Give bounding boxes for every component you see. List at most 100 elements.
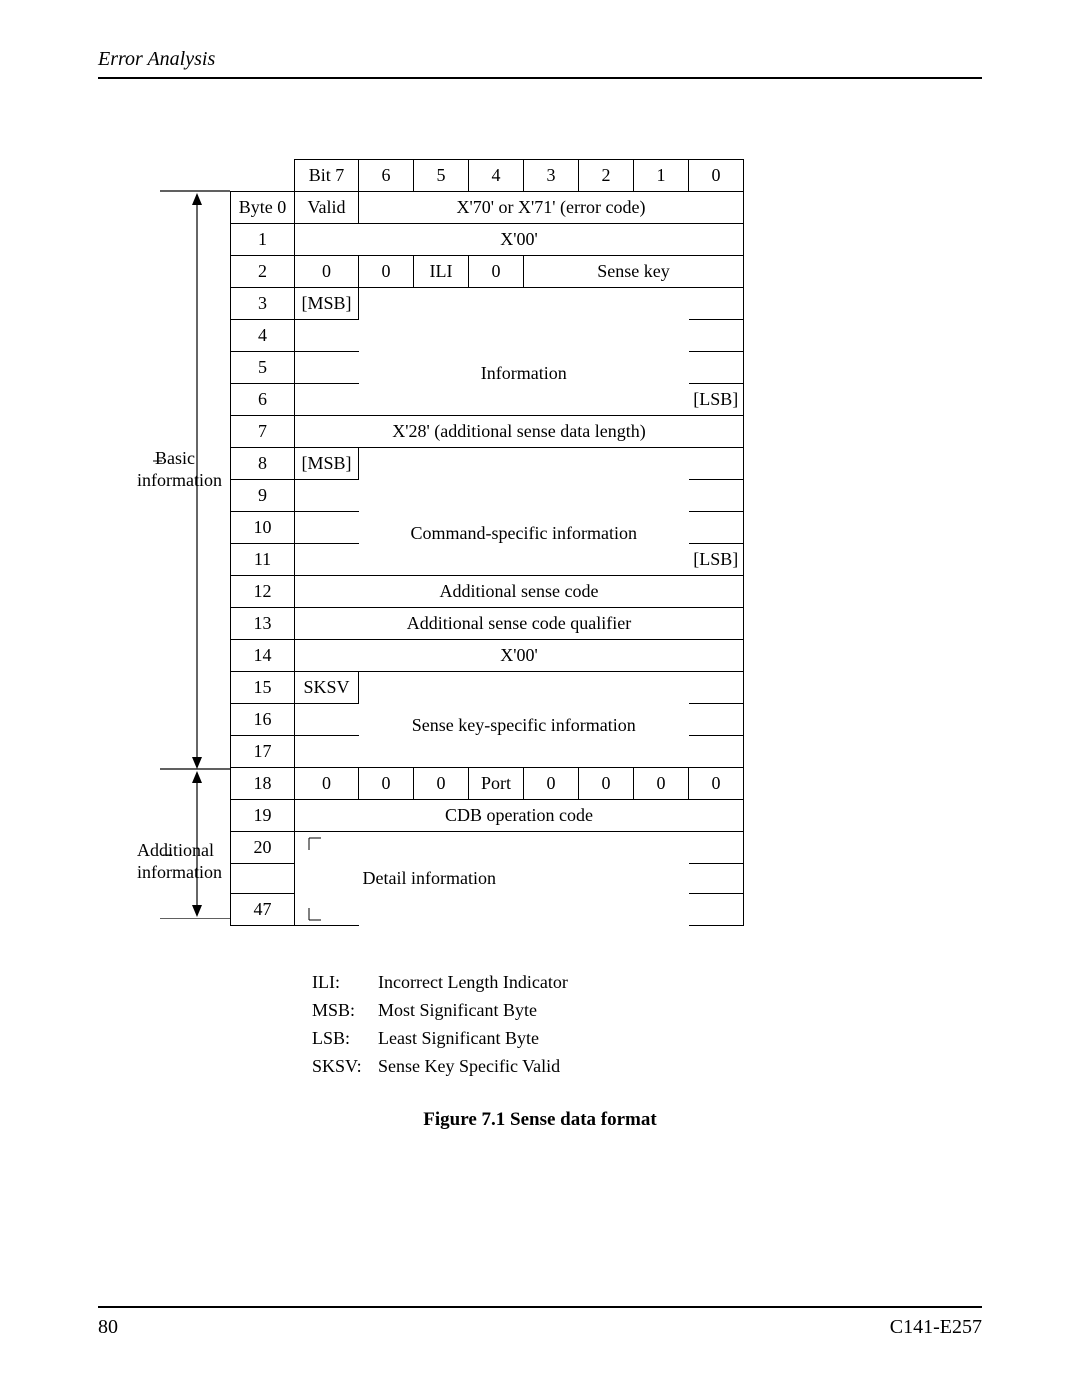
byte6-col7 (295, 384, 359, 416)
byte6-lsb: [LSB] (689, 384, 744, 416)
row-byte8: 8 [MSB] Command-specific information (231, 448, 744, 480)
byte18-c4: Port (469, 768, 524, 800)
byte9-label: 9 (231, 480, 295, 512)
bit0-header: 0 (689, 160, 744, 192)
byte4-tail (689, 320, 744, 352)
abbrev-ili: ILI: Incorrect Length Indicator (312, 969, 568, 995)
byte20-label: 20 (231, 832, 295, 864)
label-additional-1: Additional (137, 839, 237, 861)
byte10-tail (689, 512, 744, 544)
byte15-label: 15 (231, 672, 295, 704)
detail-label: Detail information (363, 868, 496, 888)
byte9-col7 (295, 480, 359, 512)
page-footer: 80 C141-E257 (98, 1306, 982, 1339)
bit2-header: 2 (579, 160, 634, 192)
row-byte0: Byte 0 Valid X'70' or X'71' (error code) (231, 192, 744, 224)
page: Error Analysis Basic information (0, 0, 1080, 1397)
byte3-tail (689, 288, 744, 320)
byte2-c4: 0 (469, 256, 524, 288)
byte18-c6: 0 (359, 768, 414, 800)
blank-corner (231, 160, 295, 192)
byte5-tail (689, 352, 744, 384)
byte14-x00: X'00' (295, 640, 744, 672)
byte16-label: 16 (231, 704, 295, 736)
detail-label-cell: Detail information (359, 832, 689, 926)
gap-col7 (295, 864, 359, 894)
byte17-col7 (295, 736, 359, 768)
byte13-label: 13 (231, 608, 295, 640)
byte18-c5: 0 (414, 768, 469, 800)
doc-number: C141-E257 (890, 1316, 982, 1339)
label-additional-l2: information (137, 862, 222, 882)
label-basic-l2: information (137, 470, 222, 490)
byte14-label: 14 (231, 640, 295, 672)
byte18-c2: 0 (579, 768, 634, 800)
byte6-label: 6 (231, 384, 295, 416)
row-byte18: 18 0 0 0 Port 0 0 0 0 (231, 768, 744, 800)
byte18-c0: 0 (689, 768, 744, 800)
byte0-label: Byte 0 (231, 192, 295, 224)
abbrev-sksv-v: Sense Key Specific Valid (378, 1053, 568, 1079)
byte2-c7: 0 (295, 256, 359, 288)
byte7-x28: X'28' (additional sense data length) (295, 416, 744, 448)
sense-data-diagram: Basic information Additional information (98, 159, 982, 919)
byte13-ascq: Additional sense code qualifier (295, 608, 744, 640)
bit4-header: 4 (469, 160, 524, 192)
label-additional-2: information (137, 861, 237, 883)
row-byte11: 11 [LSB] (231, 544, 744, 576)
byte20-col7 (295, 832, 359, 864)
byte2-label: 2 (231, 256, 295, 288)
byte17-label: 17 (231, 736, 295, 768)
row-byte3: 3 [MSB] Information (231, 288, 744, 320)
byte10-label: 10 (231, 512, 295, 544)
bit6-header: 6 (359, 160, 414, 192)
byte3-label: 3 (231, 288, 295, 320)
byte12-label: 12 (231, 576, 295, 608)
byte16-col7 (295, 704, 359, 736)
byte47-tail (689, 894, 744, 926)
abbrev-msb-k: MSB: (312, 997, 376, 1023)
byte9-tail (689, 480, 744, 512)
row-byte20: 20 Detail information (231, 832, 744, 864)
label-additional-l1: Additional (137, 840, 214, 860)
abbrev-msb-v: Most Significant Byte (378, 997, 568, 1023)
inset-hook-top (295, 832, 359, 864)
figure-caption: Figure 7.1 Sense data format (98, 1109, 982, 1131)
abbrev-sksv-k: SKSV: (312, 1053, 376, 1079)
byte2-sensekey: Sense key (524, 256, 744, 288)
byte18-c7: 0 (295, 768, 359, 800)
byte4-label: 4 (231, 320, 295, 352)
row-byte6: 6 [LSB] (231, 384, 744, 416)
byte18-c1: 0 (634, 768, 689, 800)
byte11-col7 (295, 544, 359, 576)
byte20-tail (689, 832, 744, 864)
info-label-cell: Information (359, 288, 689, 384)
abbrev-lsb: LSB: Least Significant Byte (312, 1025, 568, 1051)
byte16-tail (689, 704, 744, 736)
byte10-col7 (295, 512, 359, 544)
cmdspec-label: Command-specific information (411, 523, 637, 543)
skspec-label-cell: Sense key-specific information (359, 672, 689, 736)
bit7-header: Bit 7 (295, 160, 359, 192)
byte8-msb: [MSB] (295, 448, 359, 480)
byte17-mid (359, 736, 689, 768)
page-number: 80 (98, 1316, 118, 1339)
byte19-cdb: CDB operation code (295, 800, 744, 832)
byte18-c3: 0 (524, 768, 579, 800)
row-byte15: 15 SKSV Sense key-specific information (231, 672, 744, 704)
byte1-x00: X'00' (295, 224, 744, 256)
bit1-header: 1 (634, 160, 689, 192)
byte15-sksv: SKSV (295, 672, 359, 704)
abbrev-msb: MSB: Most Significant Byte (312, 997, 568, 1023)
byte15-tail (689, 672, 744, 704)
inset-hook-bottom (295, 894, 359, 926)
byte12-asc: Additional sense code (295, 576, 744, 608)
info-label: Information (481, 363, 567, 383)
skspec-label: Sense key-specific information (412, 715, 636, 735)
bit-header-row: Bit 7 6 5 4 3 2 1 0 (231, 160, 744, 192)
row-byte13: 13 Additional sense code qualifier (231, 608, 744, 640)
byte5-label: 5 (231, 352, 295, 384)
sense-data-table: Bit 7 6 5 4 3 2 1 0 Byte 0 Valid X'70' o… (230, 159, 744, 926)
byte47-col7 (295, 894, 359, 926)
section-header: Error Analysis (98, 48, 982, 79)
